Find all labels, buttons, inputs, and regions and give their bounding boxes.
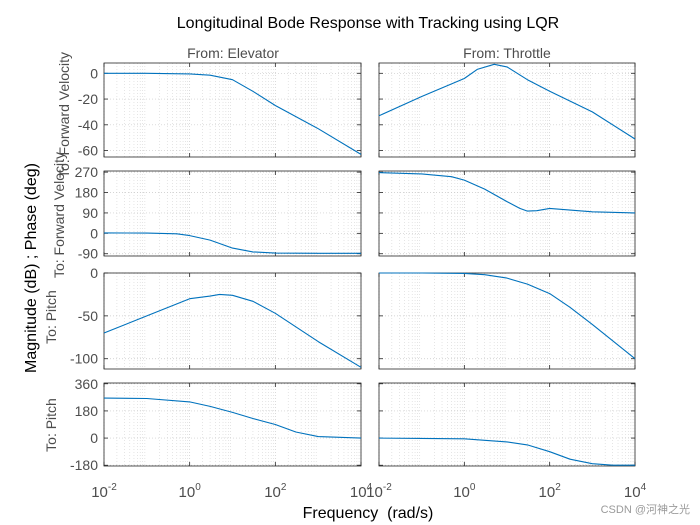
x-tick-label: 100 [179,482,202,501]
row-label-2: To: Forward Velocity [51,152,67,278]
y-tick-label: 270 [75,164,99,180]
y-tick-label: -40 [78,117,98,133]
y-tick-label: -90 [78,246,98,262]
x-tick-label: 10-2 [366,482,392,501]
axes-box-r1-c0 [103,170,362,257]
y-axis-label: Magnitude (dB) ; Phase (deg) [23,163,40,373]
axes-bg-r2-c0 [104,273,361,369]
series-line-4 [378,172,636,214]
axes-box-r0-c0 [103,62,362,158]
y-tick-label: 90 [82,205,98,221]
row-label-4: To: Pitch [43,398,59,452]
y-tick-label: -180 [70,457,98,473]
y-tick-label: -20 [78,91,98,107]
row-label-3: To: Pitch [43,290,59,344]
axes-box-r2-c1 [378,272,636,370]
axes-bg-r0-c1 [379,63,635,157]
series-line-7 [103,397,362,439]
y-tick-label: 0 [90,65,98,81]
x-tick-label: 102 [264,482,287,501]
x-tick-label: 100 [453,482,476,501]
axes-box-r2-c0 [103,272,362,370]
y-tick-label: 0 [90,430,98,446]
series-line-2 [378,63,636,140]
watermark: CSDN @河神之光 [601,502,690,516]
column-label-throttle: From: Throttle [463,45,551,61]
series-line-8 [378,437,635,466]
axes-box-r3-c0 [103,382,362,467]
x-tick-label: 104 [624,482,647,501]
y-tick-label: -60 [78,143,98,159]
y-tick-label: 180 [75,185,99,201]
axes-bg-r1-c1 [379,171,635,256]
x-axis-label: Frequency (rad/s) [303,505,434,522]
axes-bg-r3-c0 [104,383,361,466]
axes-bg-r0-c0 [104,63,361,157]
series-line-1 [104,72,362,155]
column-label-elevator: From: Elevator [187,45,279,61]
x-tick-label: 104 [350,482,373,501]
series-line-5 [103,293,362,368]
y-tick-label: 180 [75,403,99,419]
x-tick-label: 10-2 [91,482,117,501]
y-tick-label: -50 [78,308,98,324]
series-line-3 [103,232,361,254]
y-tick-label: 360 [75,376,99,392]
y-tick-label: -100 [70,351,98,367]
axes-box-r0-c1 [378,62,636,158]
y-tick-label: 0 [90,225,98,241]
subplot-area: 0 -20 -40 -60 270 180 90 0 -90 0 -50 -100 360 180 0 -18… [70,62,647,501]
axes-box-r1-c1 [378,170,636,257]
axes-bg-r3-c1 [379,383,635,466]
axes-box-r3-c1 [378,382,636,467]
axes-bg-r2-c1 [379,273,635,369]
row-label-1: To: Forward Velocity [56,52,72,178]
series-line-6 [379,272,636,360]
chart-title: Longitudinal Bode Response with Tracking… [177,15,559,32]
x-tick-label: 102 [539,482,562,501]
y-tick-label: 0 [90,265,98,281]
axes-bg-r1-c0 [104,171,361,256]
